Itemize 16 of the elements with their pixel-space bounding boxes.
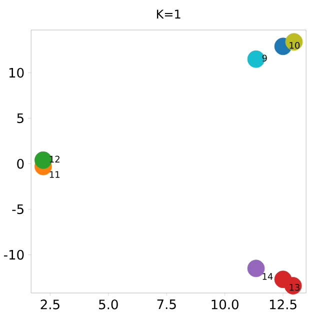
x-tick-label: 5.0: [99, 300, 118, 310]
x-tick-label: 12.5: [270, 300, 296, 310]
x-tick-label: 2.5: [40, 300, 60, 310]
y-tick-label: 0: [17, 158, 24, 169]
annotation: 13: [290, 284, 300, 291]
x-tick-label: 10.0: [212, 300, 238, 310]
y-tick-label: 10: [9, 68, 24, 78]
chart-title: K=1: [156, 10, 180, 18]
annotation: 14: [262, 273, 273, 280]
point: [247, 50, 265, 68]
annotation: 11: [50, 171, 60, 178]
y-tick-label: -5: [12, 204, 24, 214]
y-tick-label: 5: [17, 113, 24, 124]
x-tick-label: 7.5: [157, 300, 176, 310]
y-tick-label: -10: [4, 250, 24, 260]
annotation: 10: [290, 42, 300, 49]
